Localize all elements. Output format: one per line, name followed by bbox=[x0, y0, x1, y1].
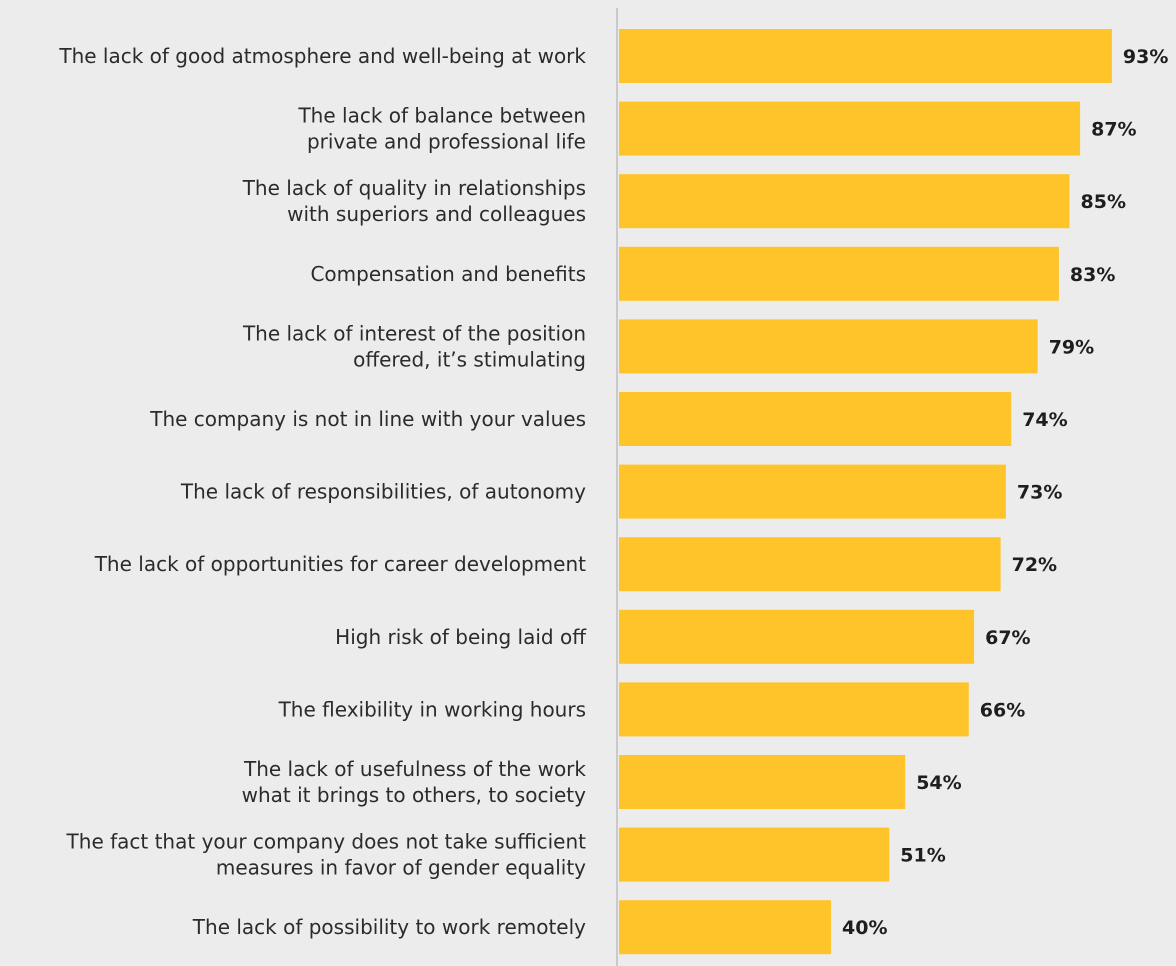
category-label: The fact that your company does not take… bbox=[66, 830, 587, 880]
category-label: The lack of good atmosphere and well-bei… bbox=[58, 44, 586, 68]
category-label: The lack of quality in relationships with… bbox=[242, 176, 586, 226]
category-label-line: with superiors and colleagues bbox=[287, 202, 586, 226]
category-labels-group: The lack of good atmosphere and well-bei… bbox=[58, 44, 587, 939]
bar bbox=[619, 827, 890, 882]
category-label-line: The fact that your company does not take… bbox=[66, 830, 587, 854]
category-label-line: The company is not in line with your val… bbox=[149, 407, 586, 431]
bar bbox=[619, 392, 1012, 446]
bar bbox=[619, 537, 1001, 592]
value-label: 74% bbox=[1022, 409, 1067, 431]
category-label-line: The lack of possibility to work remotely bbox=[192, 915, 586, 939]
category-label-line: The lack of balance between bbox=[297, 104, 586, 128]
bar bbox=[619, 900, 831, 955]
value-label: 83% bbox=[1070, 264, 1115, 286]
category-label-line: what it brings to others, to society bbox=[242, 783, 587, 807]
category-label-line: private and professional life bbox=[307, 130, 586, 154]
bar bbox=[619, 464, 1006, 519]
value-labels-group: 93% 87% 85% 83% 79% 74% 73% 72% 67% 66% 54% 51% 40% bbox=[842, 46, 1168, 939]
value-label: 73% bbox=[1017, 482, 1062, 504]
value-label: 93% bbox=[1123, 46, 1168, 68]
category-label-line: The lack of usefulness of the work bbox=[243, 757, 586, 781]
category-label-line: The lack of opportunities for career dev… bbox=[94, 552, 586, 576]
bar bbox=[619, 101, 1081, 156]
bar bbox=[619, 29, 1112, 83]
value-label: 66% bbox=[980, 699, 1025, 721]
value-label: 79% bbox=[1049, 336, 1094, 358]
category-label: Compensation and benefits bbox=[310, 262, 586, 286]
value-label: 51% bbox=[900, 845, 945, 867]
category-label: The lack of opportunities for career dev… bbox=[94, 552, 586, 576]
category-label-line: Compensation and benefits bbox=[310, 262, 586, 286]
bars-group bbox=[619, 29, 1112, 955]
value-label: 67% bbox=[985, 627, 1030, 649]
value-label: 87% bbox=[1091, 119, 1136, 141]
category-label: The lack of interest of the position offe… bbox=[242, 321, 586, 371]
bar bbox=[619, 319, 1038, 374]
category-label: The lack of usefulness of the work what i… bbox=[242, 757, 587, 807]
category-label: The lack of responsibilities, of autonom… bbox=[180, 480, 586, 504]
category-label: The lack of possibility to work remotely bbox=[192, 915, 586, 939]
bar bbox=[619, 609, 975, 664]
bar bbox=[619, 682, 969, 737]
category-label-line: The lack of responsibilities, of autonom… bbox=[180, 480, 586, 504]
value-label: 54% bbox=[916, 772, 961, 794]
category-label-line: The lack of good atmosphere and well-bei… bbox=[58, 44, 586, 68]
category-label-line: measures in favor of gender equality bbox=[216, 856, 586, 880]
category-label-line: The lack of interest of the position bbox=[242, 321, 586, 345]
category-label: The company is not in line with your val… bbox=[149, 407, 586, 431]
category-label: The flexibility in working hours bbox=[278, 697, 586, 721]
category-label: The lack of balance between private and p… bbox=[297, 104, 586, 154]
value-label: 72% bbox=[1012, 554, 1057, 576]
bar bbox=[619, 755, 906, 809]
category-label: High risk of being laid off bbox=[335, 625, 587, 649]
value-label: 40% bbox=[842, 917, 887, 939]
category-label-line: offered, it’s stimulating bbox=[353, 347, 586, 371]
bar bbox=[619, 174, 1070, 229]
category-label-line: High risk of being laid off bbox=[335, 625, 587, 649]
category-label-line: The lack of quality in relationships bbox=[242, 176, 586, 200]
bar bbox=[619, 246, 1059, 301]
value-label: 85% bbox=[1081, 191, 1126, 213]
category-label-line: The flexibility in working hours bbox=[278, 697, 586, 721]
